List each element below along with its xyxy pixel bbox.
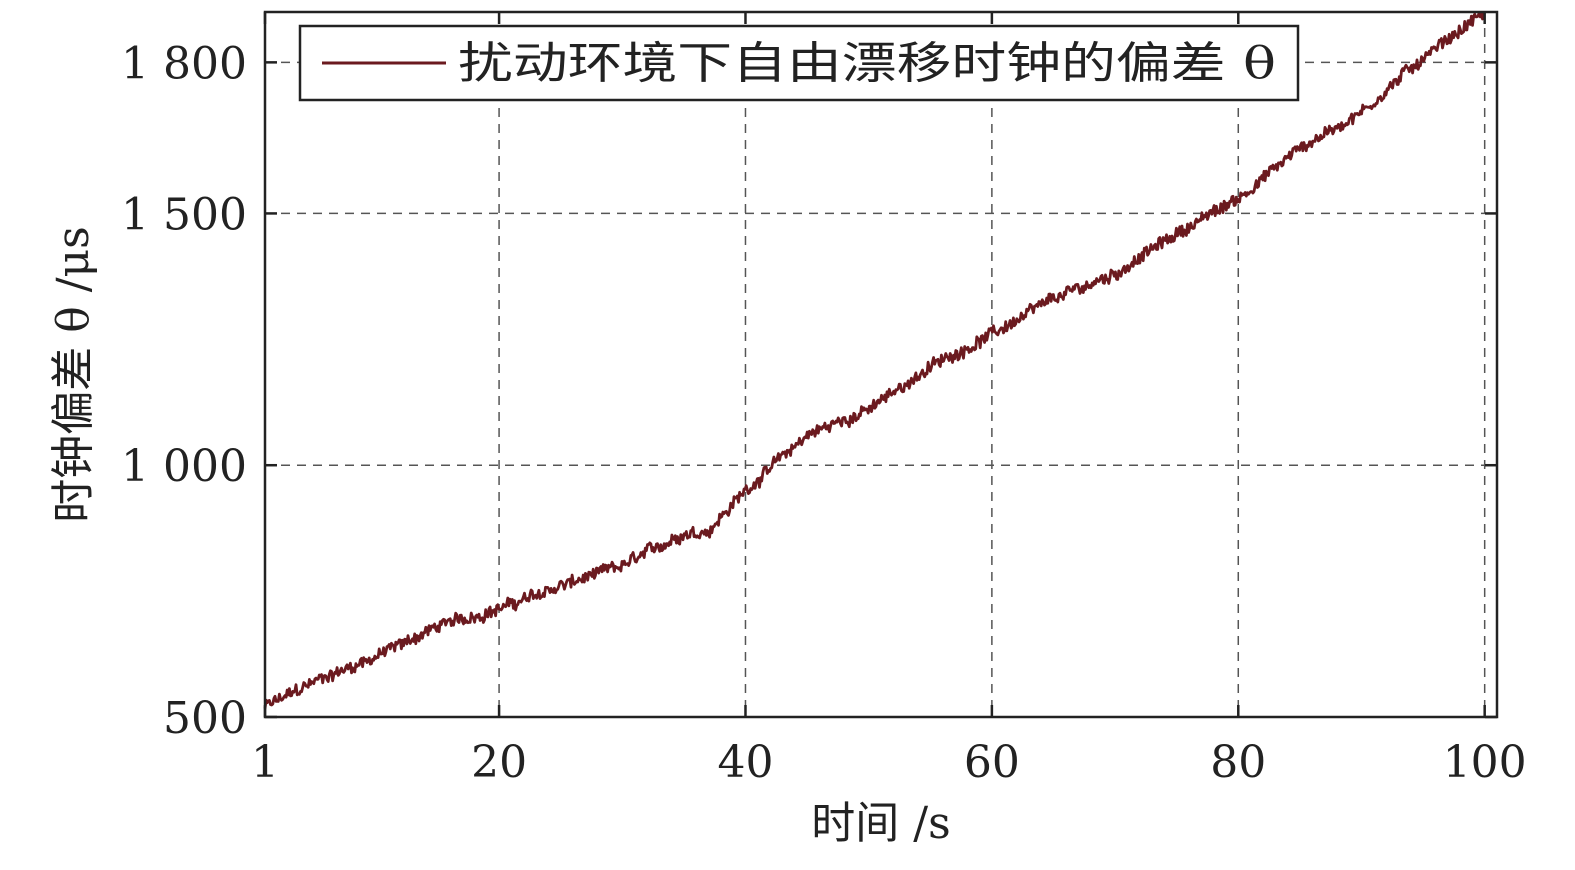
x-tick-label: 20 xyxy=(471,737,527,788)
legend-box xyxy=(298,24,1300,102)
x-tick-label: 1 xyxy=(251,737,279,788)
legend-entry-label: 扰动环境下自由漂移时钟的偏差 θ xyxy=(458,38,1276,89)
y-axis-label: 时钟偏差 θ /μs xyxy=(48,226,99,522)
y-tick-label: 1 500 xyxy=(121,189,247,240)
x-tick-label: 80 xyxy=(1210,737,1266,788)
y-tick-labels: 500 1 000 1 500 1 800 xyxy=(121,38,247,744)
x-tick-label: 40 xyxy=(717,737,773,788)
y-tick-label: 1 000 xyxy=(121,441,247,492)
y-tick-label: 1 800 xyxy=(121,38,247,89)
x-tick-labels: 1 20 40 60 80 100 xyxy=(251,737,1527,788)
x-tick-label: 60 xyxy=(964,737,1020,788)
series-line xyxy=(263,11,1486,709)
legend: 扰动环境下自由漂移时钟的偏差 θ xyxy=(298,24,1300,102)
x-tick-label: 100 xyxy=(1443,737,1527,788)
y-tick-label: 500 xyxy=(163,693,247,744)
plot-frame xyxy=(263,10,1499,719)
x-axis-label: 时间 /s xyxy=(811,798,950,849)
tick-marks xyxy=(263,12,1497,719)
series-group xyxy=(263,11,1486,709)
grid-lines xyxy=(265,12,1497,717)
